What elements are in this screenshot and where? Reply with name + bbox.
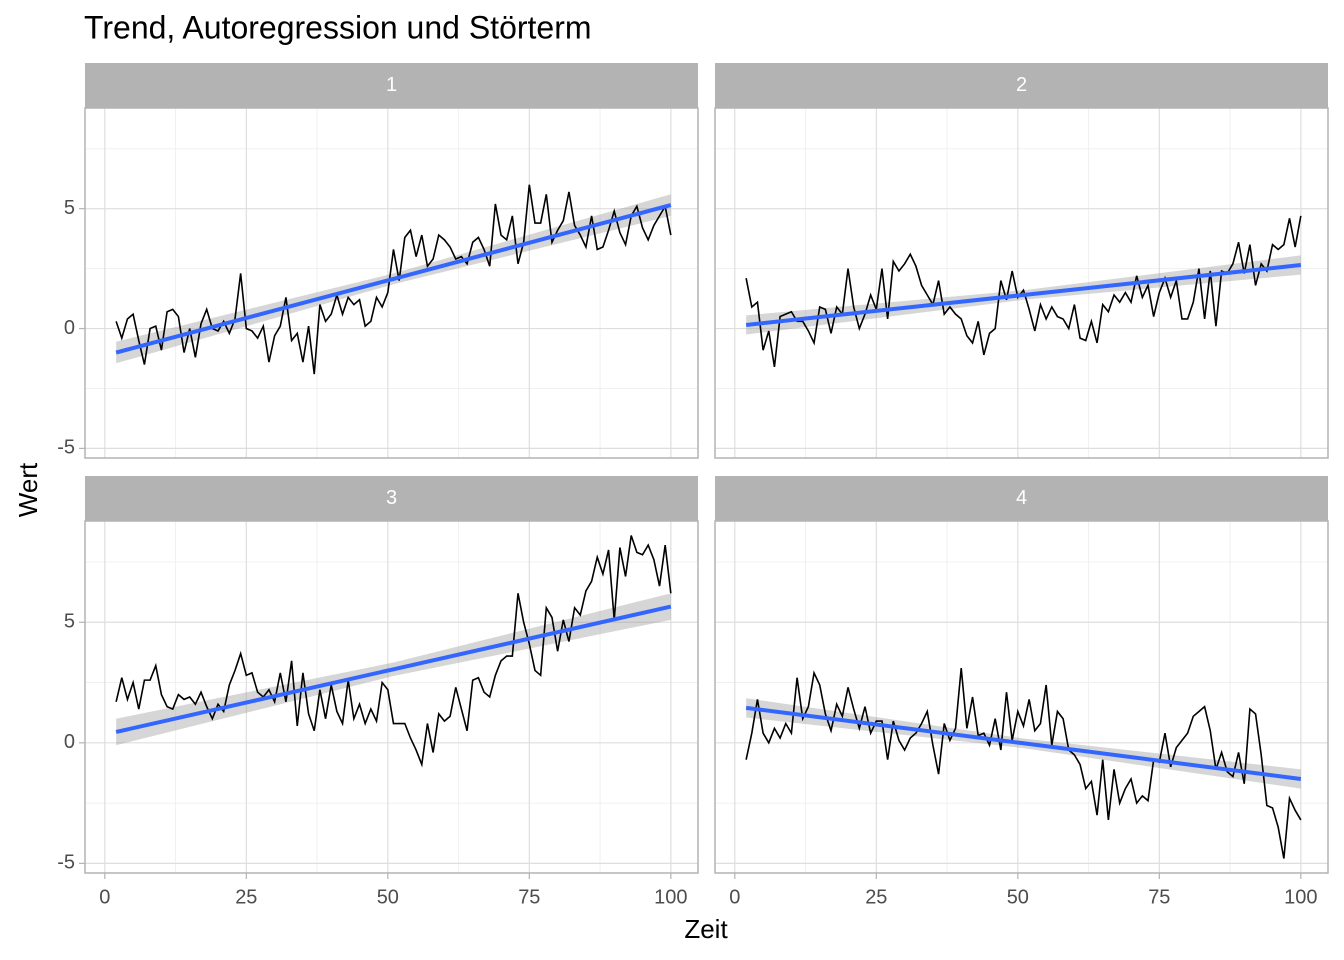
x-tick-label: 100 (654, 886, 687, 908)
strip (85, 476, 698, 521)
data-line (745, 667, 1302, 859)
data-line (745, 215, 1302, 368)
y-tick-label: -5 (57, 852, 75, 874)
y-tick-label: 0 (64, 317, 75, 339)
y-axis-title: Wert (13, 462, 43, 517)
x-tick-label: 75 (1148, 886, 1170, 908)
x-tick-label: 0 (99, 886, 110, 908)
facet-panel: 3 0 25 50 75 100 -5 0 5 (57, 476, 699, 908)
strip-label: 3 (386, 487, 397, 509)
x-axis-title: Zeit (684, 914, 728, 944)
facet-panel: 1 -5 0 5 (57, 63, 699, 459)
strip (715, 476, 1328, 521)
x-tick-label: 25 (235, 886, 257, 908)
strip-label: 4 (1016, 487, 1027, 509)
panel-border (84, 107, 699, 459)
panel-border (714, 107, 1329, 459)
y-tick-label: -5 (57, 437, 75, 459)
strip-label: 2 (1016, 74, 1027, 96)
fit-line (745, 263, 1302, 327)
panel-border (714, 520, 1329, 874)
strip (715, 63, 1328, 108)
panel-border (84, 520, 699, 874)
y-tick-label: 5 (64, 197, 75, 219)
x-tick-label: 25 (865, 886, 887, 908)
strip-label: 1 (386, 74, 397, 96)
x-tick-label: 75 (518, 886, 540, 908)
facet-panel: 4 0 25 50 75 100 (714, 476, 1329, 908)
facet-panel: 2 (714, 63, 1329, 459)
data-line (115, 184, 672, 375)
fit-line (115, 604, 672, 734)
fit-line (745, 705, 1302, 781)
fit-line (115, 203, 672, 355)
x-tick-label: 0 (729, 886, 740, 908)
x-tick-label: 50 (1007, 886, 1029, 908)
y-tick-label: 0 (64, 731, 75, 753)
x-tick-label: 100 (1284, 886, 1317, 908)
chart-title: Trend, Autoregression und Störterm (84, 9, 592, 45)
strip (85, 63, 698, 108)
x-tick-label: 50 (377, 886, 399, 908)
y-tick-label: 5 (64, 611, 75, 633)
